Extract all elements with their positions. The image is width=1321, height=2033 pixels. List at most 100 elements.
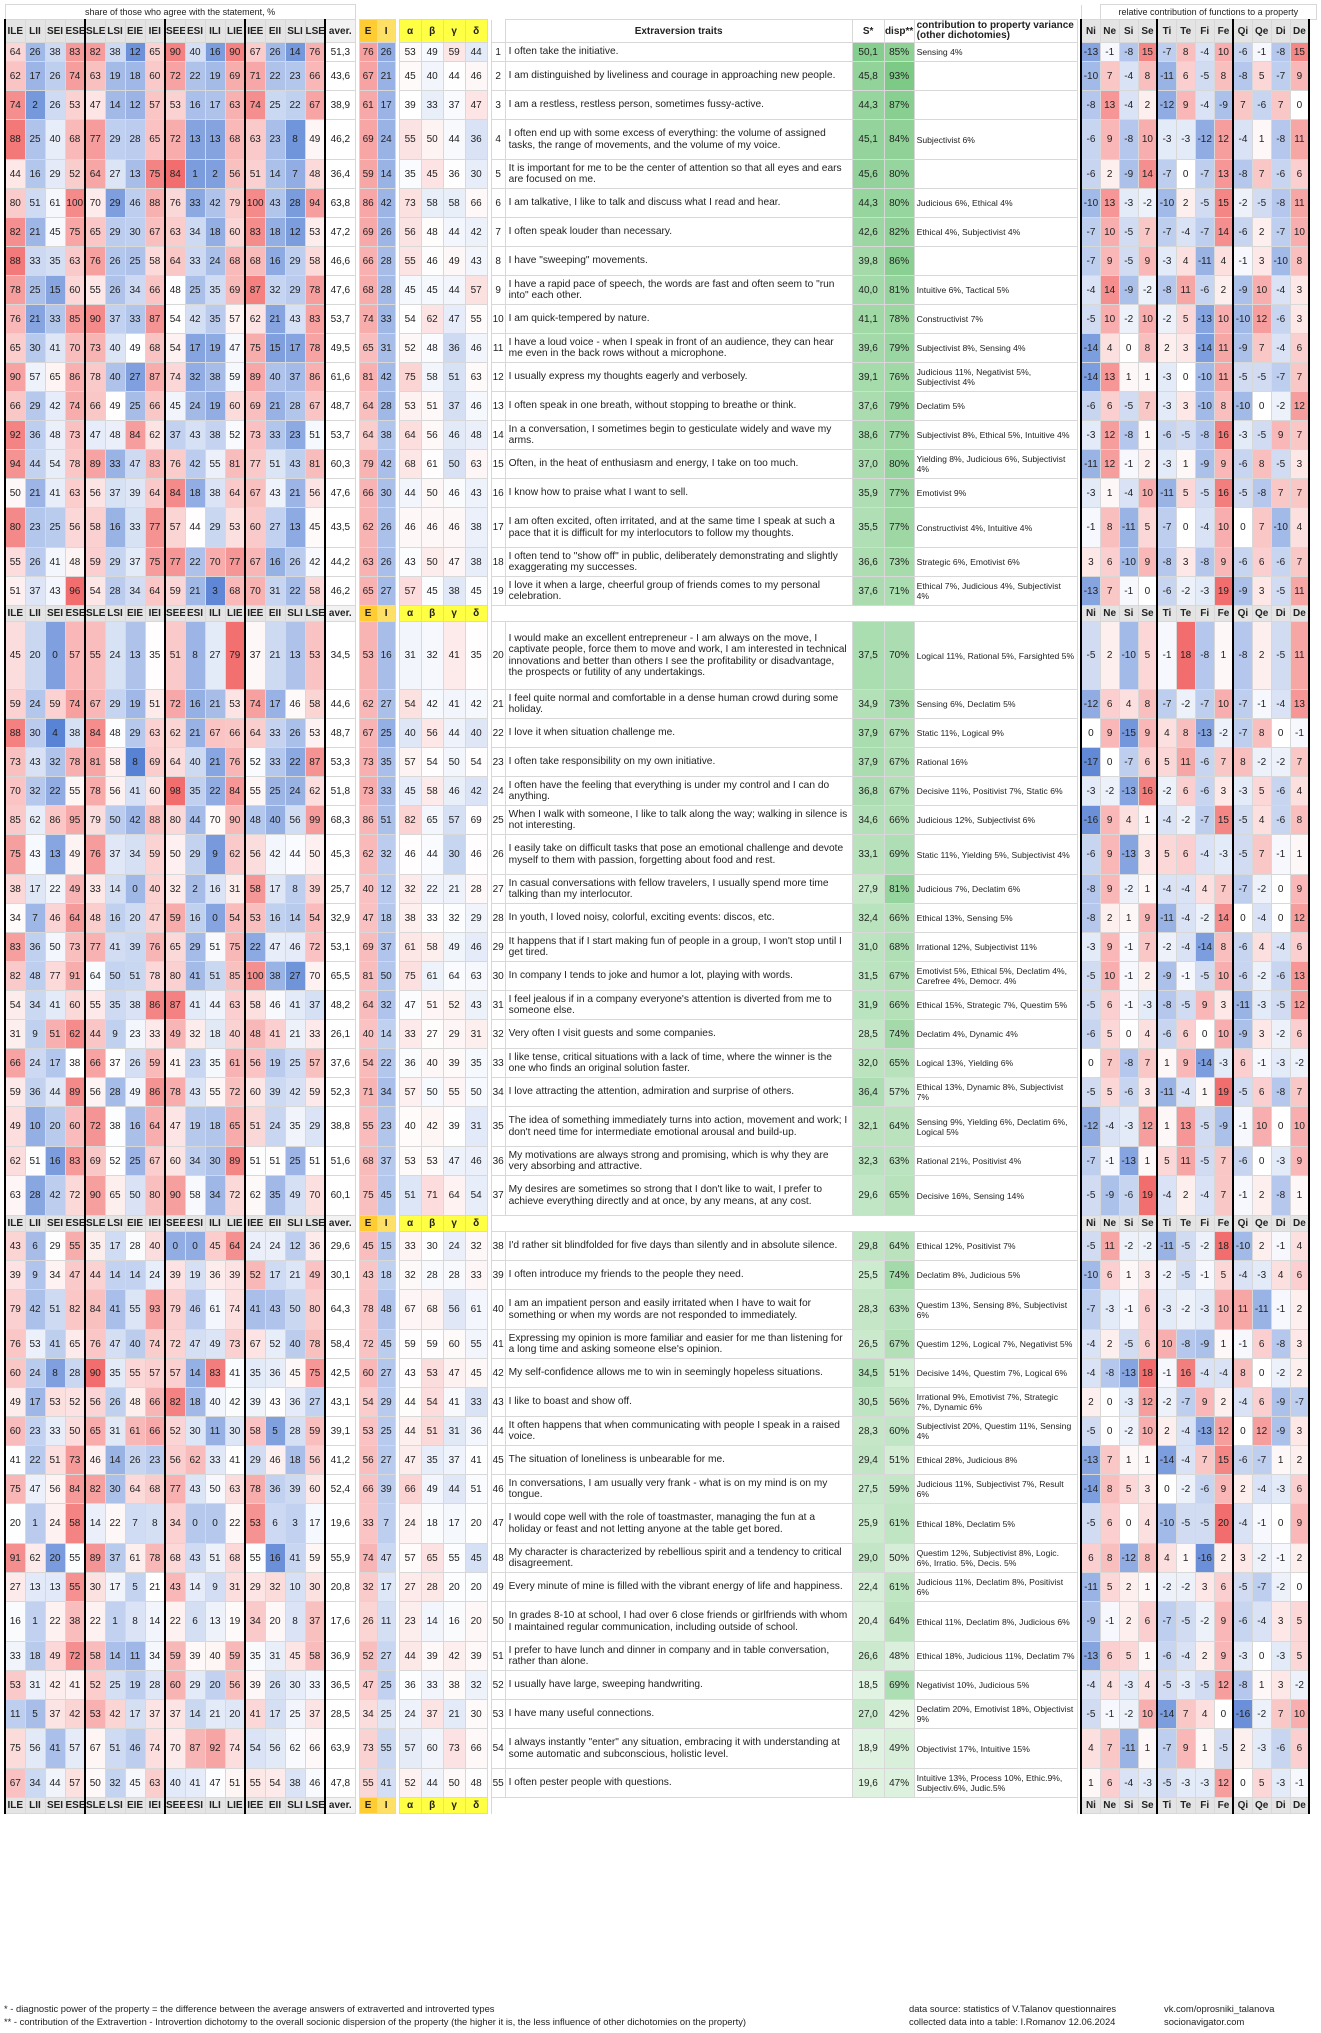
function-contribution: 2	[1118, 1601, 1139, 1642]
function-contribution: 10	[1213, 1019, 1235, 1049]
function-contribution: -13	[1080, 1641, 1101, 1671]
type-percent: 72	[64, 1641, 86, 1671]
type-percent: 50	[304, 834, 326, 875]
type-percent: 66	[144, 1416, 166, 1446]
type-percent: 60	[304, 1474, 326, 1504]
group-e-value: 66	[358, 246, 378, 276]
type-header: LSI	[104, 605, 126, 622]
quadra-value: 51	[442, 362, 466, 392]
quadra-value: 32	[398, 874, 422, 904]
function-contribution: 10	[1213, 961, 1235, 991]
statement-row: 88 33 35 63 76 26 25 58 64 33 24 68 68 16 29 58 46,6 66 28…	[4, 246, 1317, 276]
type-percent: 62	[4, 61, 26, 91]
type-percent: 59	[144, 1048, 166, 1078]
function-contribution: -1	[1232, 1106, 1253, 1147]
function-contribution: -16	[1194, 1543, 1215, 1573]
disp-value: 81%	[883, 275, 915, 305]
statement-row: 53 31 42 41 52 25 19 28 60 29 20 56 39 26 30 33 36,5 47 25…	[4, 1670, 1317, 1700]
function-contribution: 9	[1289, 1146, 1311, 1176]
statement-number: 5	[490, 159, 506, 189]
function-contribution: -2	[1289, 1048, 1311, 1078]
type-percent: 57	[144, 90, 166, 120]
function-contribution: -8	[1232, 621, 1253, 690]
average-value: 38,9	[324, 90, 356, 120]
group-e-value: 65	[358, 333, 378, 363]
function-contribution: -2	[1270, 1019, 1291, 1049]
function-contribution: 2	[1289, 1543, 1311, 1573]
type-percent: 58	[244, 1416, 266, 1446]
type-percent: 49	[44, 1641, 66, 1671]
type-percent: 40	[284, 1329, 306, 1359]
type-percent: 0	[204, 1503, 226, 1544]
function-contribution: 3	[1137, 1474, 1159, 1504]
function-contribution: -3	[1099, 1289, 1120, 1330]
average-value: 53,3	[324, 747, 356, 777]
function-header: Si	[1118, 605, 1139, 622]
s-value: 22,4	[851, 1572, 885, 1602]
type-percent: 29	[284, 246, 306, 276]
function-contribution: -5	[1251, 362, 1272, 392]
type-percent: 58	[144, 246, 166, 276]
statement-row: 76 21 33 85 90 37 33 87 54 42 35 57 62 21 43 83 53,7 74 33…	[4, 304, 1317, 334]
quadra-value: 57	[398, 1077, 422, 1107]
function-contribution: 4	[1289, 776, 1311, 806]
type-percent: 52	[244, 747, 266, 777]
quadra-value: 33	[464, 1387, 488, 1417]
type-percent: 30	[224, 1416, 246, 1446]
function-contribution: -6	[1080, 834, 1101, 875]
type-percent: 31	[24, 1670, 46, 1700]
type-percent: 51	[204, 932, 226, 962]
function-contribution: -1	[1270, 1231, 1291, 1261]
function-contribution: 5	[1175, 478, 1196, 508]
type-percent: 62	[24, 1543, 46, 1573]
statement-row: 66 29 42 74 66 49 25 66 45 24 19 60 69 21 28 67 48,7 64 28…	[4, 391, 1317, 421]
type-percent: 16	[204, 874, 226, 904]
type-percent: 67	[304, 391, 326, 421]
type-percent: 39	[124, 932, 146, 962]
contribution-text: Subjectivist 6%	[913, 119, 1078, 160]
type-percent: 73	[64, 420, 86, 450]
type-percent: 98	[164, 776, 186, 806]
type-percent: 54	[264, 1768, 286, 1798]
type-percent: 45	[304, 507, 326, 548]
type-percent: 24	[144, 1260, 166, 1290]
group-i-value: 51	[376, 805, 396, 835]
disp-value: 77%	[883, 507, 915, 548]
type-percent: 46	[184, 1289, 206, 1330]
function-contribution: -7	[1232, 718, 1253, 748]
vk-link[interactable]: vk.com/oprosniki_talanova	[1164, 2003, 1275, 2014]
average-value: 25,7	[324, 874, 356, 904]
aver-header: aver.	[324, 1215, 356, 1232]
type-header: LIE	[224, 1215, 246, 1232]
type-percent: 18	[184, 478, 206, 508]
disp-value: 80%	[883, 449, 915, 479]
function-contribution: 13	[1289, 689, 1311, 719]
quadra-header: δ	[464, 1797, 488, 1814]
type-percent: 49	[64, 874, 86, 904]
type-percent: 60	[144, 776, 166, 806]
type-percent: 2	[184, 874, 206, 904]
type-percent: 88	[4, 246, 26, 276]
function-contribution: 0	[1232, 903, 1253, 933]
contribution-text: Ethical 18%, Declatim 5%	[913, 1503, 1078, 1544]
function-contribution: -1	[1194, 1260, 1215, 1290]
type-percent: 58	[304, 1641, 326, 1671]
quadra-value: 18	[420, 1503, 444, 1544]
statement-text: I always instantly "enter" any situation…	[504, 1728, 853, 1769]
function-contribution: 5	[1137, 621, 1159, 690]
statement-row: 43 6 29 55 35 17 28 40 0 0 45 64 24 24 12 36 29,6 45 15 33 3…	[4, 1231, 1317, 1261]
type-percent: 36	[264, 1474, 286, 1504]
function-contribution: 3	[1175, 333, 1196, 363]
type-percent: 84	[224, 776, 246, 806]
function-contribution: 1	[1213, 621, 1235, 690]
statement-text: I have a rapid pace of speech, the words…	[504, 275, 853, 305]
function-contribution: -7	[1194, 805, 1215, 835]
quadra-value: 57	[398, 747, 422, 777]
contribution-text: Ethical 12%, Positivist 7%	[913, 1231, 1078, 1261]
type-percent: 74	[4, 90, 26, 120]
function-contribution: -1	[1118, 961, 1139, 991]
type-percent: 57	[64, 1768, 86, 1798]
type-percent: 23	[284, 420, 306, 450]
group-e-value: 40	[358, 874, 378, 904]
site-link[interactable]: socionavigator.com	[1164, 2016, 1245, 2027]
